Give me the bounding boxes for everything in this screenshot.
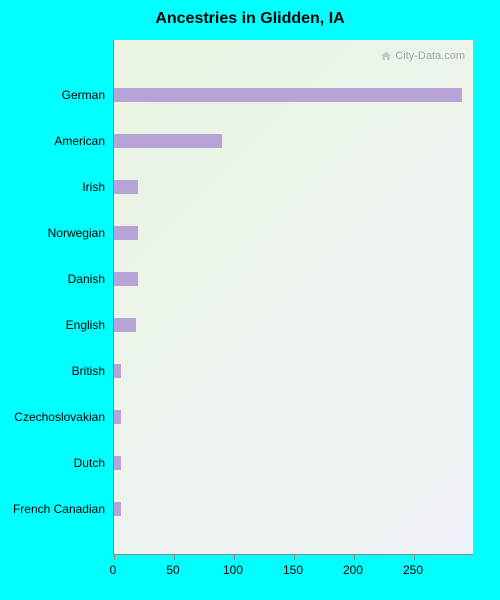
x-axis-label: 200: [343, 563, 363, 577]
bar: [114, 180, 138, 194]
plot-area: City-Data.com: [113, 40, 473, 555]
bar: [114, 88, 462, 102]
bar: [114, 410, 121, 424]
watermark: City-Data.com: [380, 50, 465, 62]
bar: [114, 318, 136, 332]
x-axis-label: 100: [223, 563, 243, 577]
y-axis-label: Danish: [0, 272, 105, 286]
x-axis-label: 0: [110, 563, 117, 577]
y-axis-label: Irish: [0, 180, 105, 194]
bar: [114, 134, 222, 148]
bar: [114, 502, 121, 516]
x-tick: [294, 554, 295, 560]
x-tick: [414, 554, 415, 560]
y-axis-label: British: [0, 364, 105, 378]
house-icon: [380, 50, 392, 62]
x-tick: [234, 554, 235, 560]
y-axis-label: French Canadian: [0, 502, 105, 516]
y-axis-label: English: [0, 318, 105, 332]
y-axis-label: Dutch: [0, 456, 105, 470]
y-axis-label: Czechoslovakian: [0, 410, 105, 424]
chart-container: Ancestries in Glidden, IA City-Data.com …: [0, 0, 500, 600]
bar: [114, 456, 121, 470]
y-axis-label: Norwegian: [0, 226, 105, 240]
bar: [114, 226, 138, 240]
x-tick: [174, 554, 175, 560]
watermark-text: City-Data.com: [395, 50, 465, 62]
x-tick: [114, 554, 115, 560]
y-axis-label: German: [0, 88, 105, 102]
bar: [114, 272, 138, 286]
y-axis-label: American: [0, 134, 105, 148]
bar: [114, 364, 121, 378]
chart-title: Ancestries in Glidden, IA: [0, 10, 500, 28]
x-axis-label: 50: [166, 563, 179, 577]
x-axis-label: 250: [403, 563, 423, 577]
x-tick: [354, 554, 355, 560]
x-axis-label: 150: [283, 563, 303, 577]
